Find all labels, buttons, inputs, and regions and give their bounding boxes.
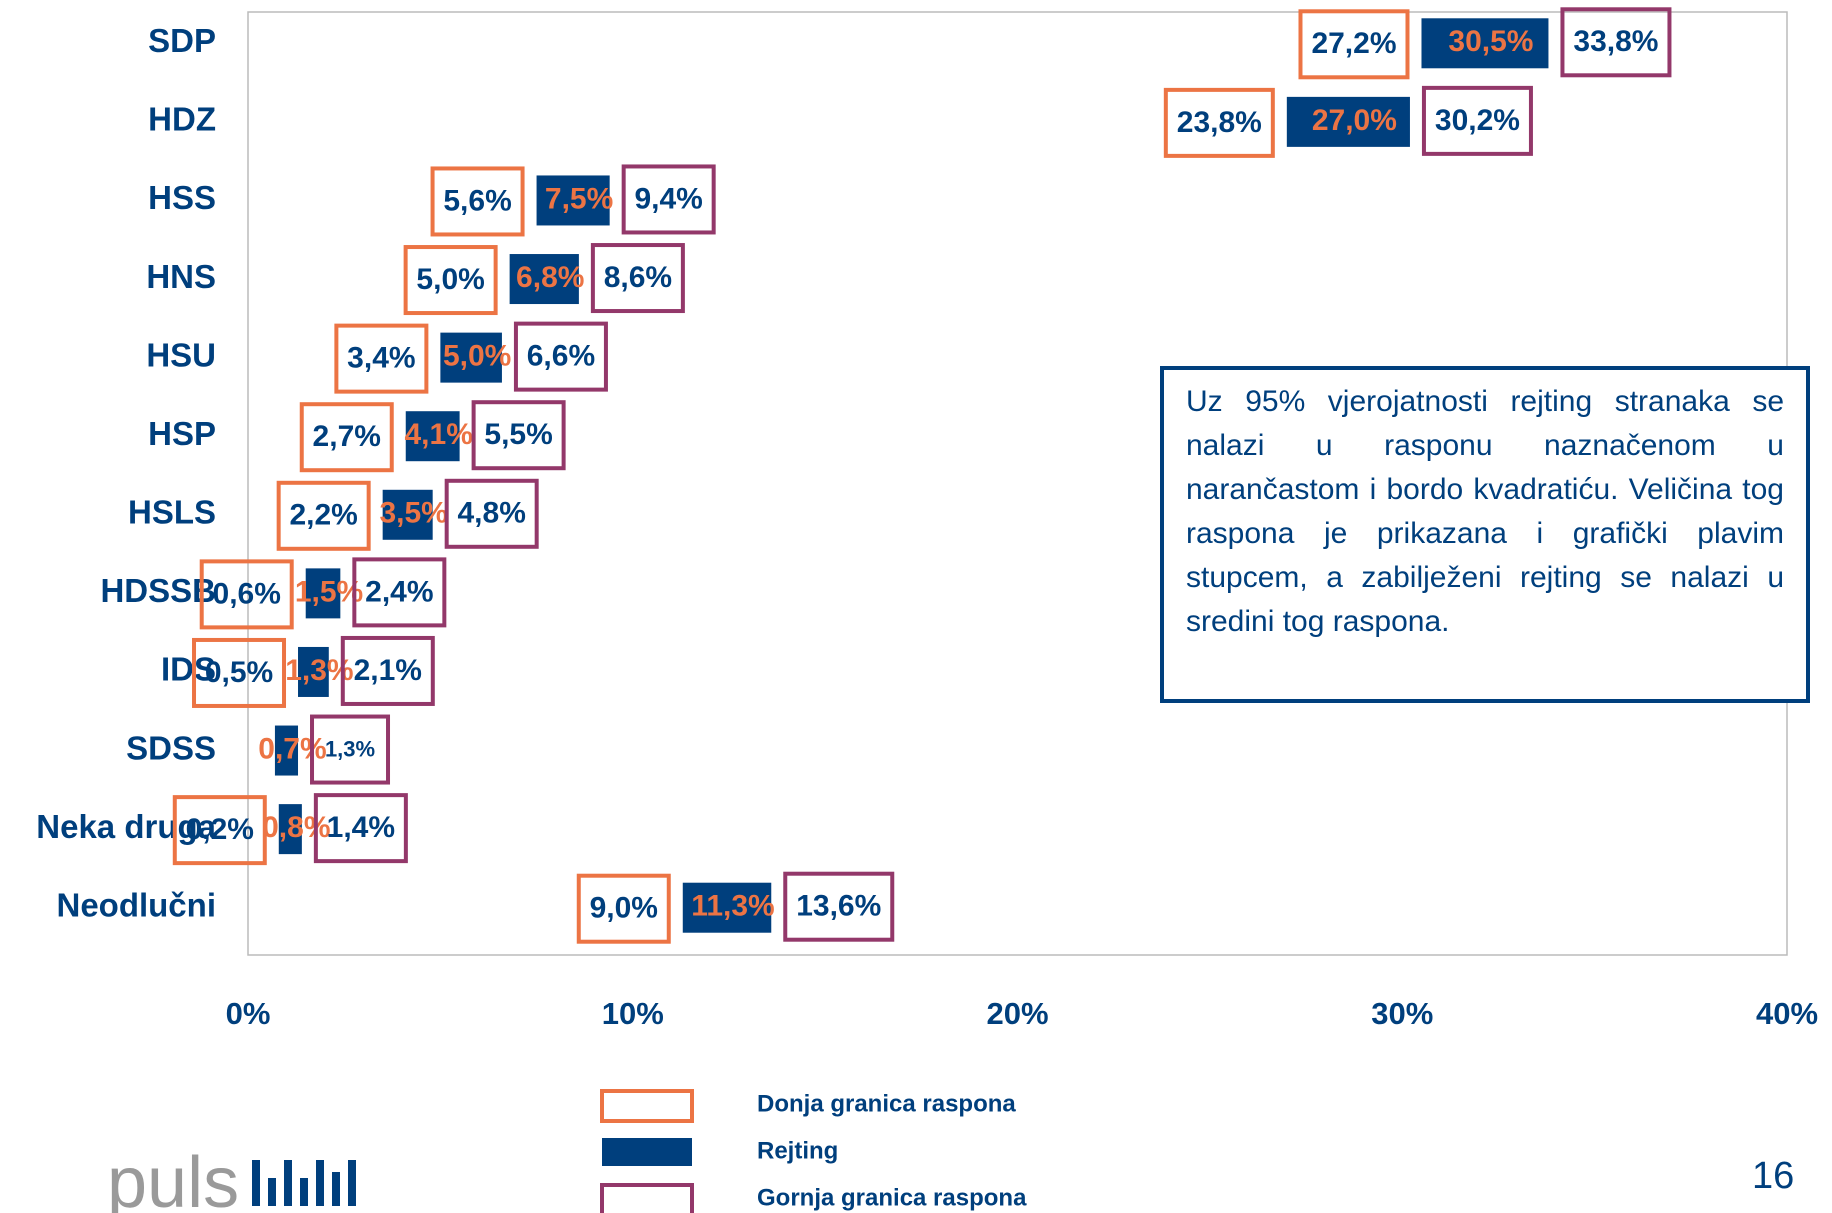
value-label: 1,5% — [295, 575, 363, 608]
legend-swatch — [600, 1183, 694, 1213]
legend-swatch — [602, 1138, 692, 1166]
x-tick-label: 0% — [226, 996, 271, 1031]
upper-bound-box — [444, 478, 539, 549]
category-label: HSS — [148, 179, 216, 216]
lower-bound-box — [276, 480, 371, 551]
value-label: 23,8% — [1177, 106, 1262, 139]
value-label: 0,5% — [205, 656, 273, 689]
lower-bound-box — [199, 559, 294, 630]
upper-bound-box — [340, 635, 435, 706]
category-label: SDP — [148, 22, 216, 59]
value-label: 7,5% — [545, 182, 613, 215]
upper-bound-box — [471, 400, 566, 471]
lower-bound-box — [403, 245, 498, 316]
upper-bound-box — [313, 793, 408, 864]
bar — [1421, 18, 1549, 69]
legend-label: Donja granica raspona — [757, 1090, 1016, 1117]
upper-bound-box — [310, 714, 391, 785]
x-tick-label: 40% — [1756, 996, 1818, 1031]
category-label: SDSS — [126, 729, 216, 766]
value-label: 4,1% — [404, 418, 472, 451]
logo-icon — [252, 1160, 356, 1206]
value-label: 8,6% — [604, 261, 672, 294]
category-label: HNS — [146, 258, 216, 295]
category-label: HDZ — [148, 101, 216, 138]
value-label: 30,5% — [1448, 25, 1533, 58]
legend-label: Rejting — [757, 1137, 838, 1164]
value-label: 0,8% — [262, 811, 330, 844]
value-label: 30,2% — [1435, 104, 1520, 137]
legend-label: Gornja granica raspona — [757, 1184, 1027, 1211]
bar — [509, 254, 579, 305]
value-label: 6,8% — [516, 261, 584, 294]
value-label: 2,1% — [354, 654, 422, 687]
value-label: 2,2% — [289, 499, 357, 532]
value-label: 3,4% — [347, 342, 415, 375]
upper-bound-box — [621, 164, 716, 235]
x-tick-label: 30% — [1371, 996, 1433, 1031]
category-label: Neodlučni — [56, 886, 216, 923]
upper-bound-box — [783, 871, 895, 942]
value-label: 5,5% — [484, 418, 552, 451]
value-label: 3,5% — [379, 497, 447, 530]
value-label: 5,0% — [416, 263, 484, 296]
value-label: 5,0% — [443, 340, 511, 373]
value-label: 33,8% — [1573, 25, 1658, 58]
x-tick-label: 10% — [602, 996, 664, 1031]
upper-bound-box — [1421, 85, 1533, 156]
upper-bound-box — [352, 557, 447, 628]
value-label: 27,2% — [1311, 27, 1396, 60]
upper-bound-box — [513, 321, 608, 392]
note: Uz 95% vjerojatnosti rejting stranaka se… — [1160, 366, 1810, 703]
value-label: 9,4% — [634, 182, 702, 215]
bar — [1286, 96, 1410, 147]
value-label: 13,6% — [796, 890, 881, 923]
bar — [405, 411, 460, 462]
lower-bound-box — [334, 323, 429, 394]
value-label: 1,4% — [327, 811, 395, 844]
bar — [305, 568, 341, 619]
value-label: 4,8% — [457, 497, 525, 530]
logo: puls — [107, 1143, 239, 1213]
bar — [274, 725, 299, 776]
bar — [440, 332, 502, 383]
value-label: 2,7% — [313, 420, 381, 453]
category-label: IDS — [161, 651, 216, 688]
lower-bound-box — [1298, 9, 1410, 80]
upper-bound-box — [590, 243, 685, 314]
x-tick-label: 20% — [986, 996, 1048, 1031]
page-number: 16 — [1752, 1155, 1794, 1197]
value-label: 1,3% — [325, 736, 375, 761]
value-label: 6,6% — [527, 340, 595, 373]
bar — [682, 882, 772, 933]
value-label: 0,7% — [258, 732, 326, 765]
value-label: 9,0% — [590, 892, 658, 925]
lower-bound-box — [430, 166, 525, 237]
value-label: 0,6% — [213, 577, 281, 610]
value-label: 11,3% — [691, 890, 774, 923]
bar — [536, 175, 610, 226]
value-label: 2,4% — [365, 575, 433, 608]
lower-bound-box — [1163, 87, 1275, 158]
bar — [382, 489, 433, 540]
bar — [298, 646, 329, 697]
category-label: Neka druga — [36, 808, 216, 845]
lower-bound-box — [192, 637, 287, 708]
value-label: 0,2% — [186, 813, 254, 846]
lower-bound-box — [299, 402, 394, 473]
value-label: 27,0% — [1312, 104, 1397, 137]
value-label: 5,6% — [443, 184, 511, 217]
category-label: HSP — [148, 415, 216, 452]
category-label: HSLS — [128, 494, 216, 531]
upper-bound-box — [1560, 7, 1672, 78]
lower-bound-box — [576, 873, 671, 944]
bar — [278, 804, 302, 855]
category-label: HDSSB — [100, 572, 216, 609]
category-label: HSU — [146, 336, 216, 373]
legend-swatch — [600, 1089, 694, 1123]
lower-bound-box — [172, 795, 267, 866]
